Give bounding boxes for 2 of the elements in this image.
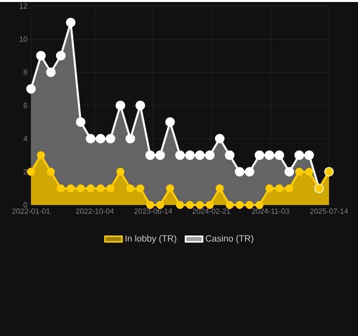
legend-label: In lobby (TR) bbox=[126, 235, 176, 244]
legend-label: Casino (TR) bbox=[206, 235, 254, 244]
